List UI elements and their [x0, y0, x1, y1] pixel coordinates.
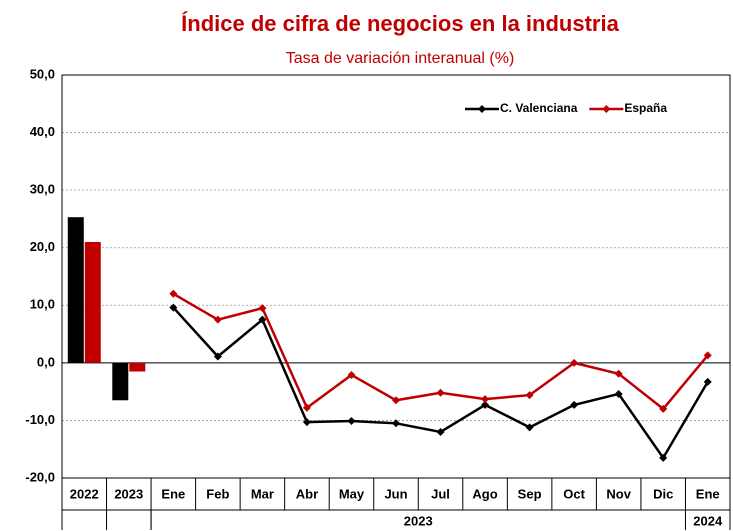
- bar: [112, 362, 129, 401]
- marker: [169, 303, 178, 312]
- x-tick-label: 2023: [114, 486, 143, 501]
- y-tick-label: 20,0: [30, 239, 55, 254]
- x-tick-label: Abr: [296, 486, 318, 501]
- plot-frame: [61, 74, 731, 479]
- x-tick-label: Feb: [206, 486, 229, 501]
- y-tick-label: 30,0: [30, 182, 55, 197]
- marker: [258, 304, 267, 313]
- marker: [436, 427, 445, 436]
- x-tick-label: Jul: [431, 486, 450, 501]
- marker: [614, 369, 623, 378]
- x-tick-label: Ago: [472, 486, 497, 501]
- marker: [213, 352, 222, 361]
- marker: [703, 377, 712, 386]
- y-tick-label: 10,0: [30, 297, 55, 312]
- chart-subtitle: Tasa de variación interanual (%): [286, 50, 515, 67]
- marker: [392, 396, 400, 405]
- x-tick-label: Jun: [384, 486, 407, 501]
- marker: [570, 358, 579, 367]
- marker: [525, 391, 534, 400]
- x-tick-label: Ene: [696, 486, 720, 501]
- marker: [347, 370, 356, 379]
- legend-label: España: [624, 101, 667, 115]
- x-tick-label: Nov: [606, 486, 631, 501]
- bar: [67, 217, 84, 363]
- marker: [570, 400, 579, 409]
- y-tick-label: 0,0: [37, 354, 55, 369]
- marker: [614, 389, 623, 398]
- marker: [481, 400, 490, 409]
- marker: [659, 404, 668, 413]
- marker: [169, 289, 178, 298]
- marker: [481, 395, 490, 404]
- marker: [436, 388, 445, 397]
- x-tick-label: May: [339, 486, 365, 501]
- y-tick-label: 40,0: [30, 124, 55, 139]
- legend-marker: [602, 105, 611, 113]
- x-tick-label: Mar: [251, 486, 274, 501]
- marker: [392, 419, 400, 428]
- x-tick-label: Oct: [563, 486, 585, 501]
- marker: [302, 403, 311, 412]
- group-label: 2023: [404, 513, 433, 528]
- x-tick-label: Ene: [161, 486, 185, 501]
- y-tick-label: -10,0: [25, 412, 55, 427]
- legend-label: C. Valenciana: [500, 101, 578, 115]
- bar: [84, 241, 101, 363]
- chart-title: Índice de cifra de negocios en la indust…: [181, 11, 619, 36]
- marker: [213, 315, 222, 324]
- marker: [258, 315, 267, 324]
- marker: [659, 453, 668, 462]
- y-tick-label: -20,0: [25, 469, 55, 484]
- marker: [525, 423, 534, 432]
- y-tick-label: 50,0: [30, 66, 55, 81]
- marker: [302, 418, 311, 427]
- group-label: 2024: [693, 513, 723, 528]
- marker: [347, 417, 356, 426]
- x-tick-label: Dic: [653, 486, 673, 501]
- x-tick-label: Sep: [518, 486, 542, 501]
- bar: [129, 362, 146, 372]
- x-tick-label: 2022: [70, 486, 99, 501]
- legend-marker: [478, 105, 486, 113]
- marker: [703, 351, 712, 360]
